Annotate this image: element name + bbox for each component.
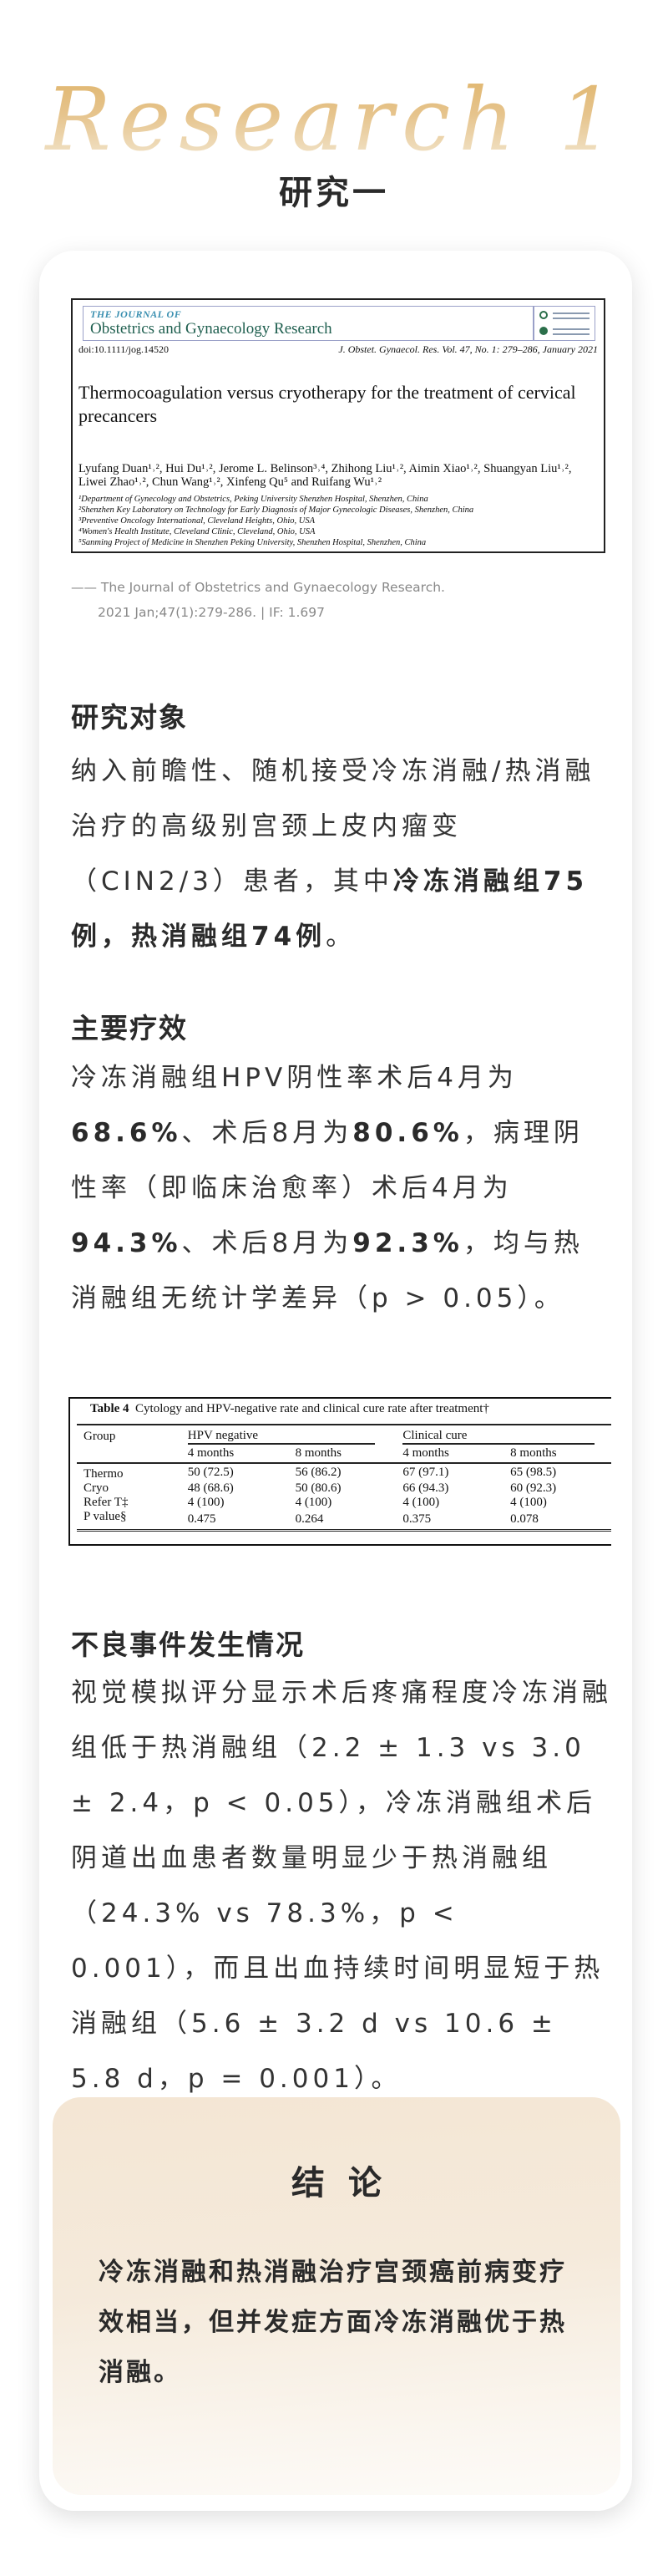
results-table-image: Table 4 Cytology and HPV-negative rate a… — [68, 1397, 611, 1546]
section-body-efficacy: 冷冻消融组HPV阴性率术后4月为68.6%、术后8月为80.6%，病理阴性率（即… — [71, 1050, 612, 1326]
table-row: Cryo 48 (68.6) 50 (80.6) 66 (94.3) 60 (92.3) — [84, 1481, 557, 1495]
table-header: HPV negative — [181, 1425, 397, 1445]
paper-caption: —— The Journal of Obstetrics and Gynaeco… — [71, 575, 445, 625]
paper-header-image: THE JOURNAL OF Obstetrics and Gynaecolog… — [71, 298, 605, 553]
table-subheader: 4 months — [187, 1446, 235, 1460]
table-row: Refer T‡ 4 (100) 4 (100) 4 (100) 4 (100) — [84, 1496, 547, 1509]
paper-title: Thermocoagulation versus cryotherapy for… — [78, 382, 576, 426]
affiliation: ¹Department of Gynecology and Obstetrics… — [78, 495, 428, 504]
table-header: Group — [84, 1430, 116, 1443]
table-subheader: 8 months — [510, 1446, 557, 1460]
table-subheader: 8 months — [295, 1446, 342, 1460]
journal-of-label: THE JOURNAL OF — [90, 308, 182, 320]
table-caption: Table 4 Cytology and HPV-negative rate a… — [90, 1402, 489, 1416]
highlighted-text: 94.3% — [71, 1228, 182, 1258]
journal-name: Obstetrics and Gynaecology Research — [90, 320, 332, 338]
body-text: 、术后8月为 — [181, 1228, 353, 1258]
body-text: ，病理阴性率（即临床治愈率）术后4月为 — [71, 1118, 584, 1203]
caption-journal: —— The Journal of Obstetrics and Gynaeco… — [71, 580, 445, 595]
script-title: Research 1 — [0, 74, 668, 165]
section-heading-efficacy: 主要疗效 — [71, 1012, 188, 1044]
table-caption-text: Cytology and HPV-negative rate and clini… — [135, 1402, 489, 1415]
table-row: P value§ 0.475 0.264 0.375 0.078 — [77, 1510, 611, 1531]
table-header: Clinical cure — [396, 1425, 611, 1445]
caption-reference: 2021 Jan;47(1):279-286. | IF: 1.697 — [98, 605, 325, 620]
highlighted-text: 92.3% — [352, 1228, 463, 1258]
conclusion-text: 冷冻消融和热消融治疗宫颈癌前病变疗效相当，但并发症方面冷冻消融优于热消融。 — [99, 2258, 567, 2387]
table-subheader: 4 months — [402, 1446, 449, 1460]
section-heading-adverse-events: 不良事件发生情况 — [71, 1628, 305, 1661]
conclusion-title: 结论 — [291, 2163, 405, 2203]
paper-affiliations: ¹Department of Gynecology and Obstetrics… — [78, 494, 600, 548]
page-title: 研究一 — [279, 173, 389, 212]
body-text: 、术后8月为 — [181, 1118, 353, 1148]
affiliation: ⁵Sanming Project of Medicine in Shenzhen… — [78, 538, 427, 547]
society-logo-icon — [539, 311, 548, 319]
highlighted-text: 冷冻消融组75例，热消融组74例 — [71, 866, 589, 952]
body-text: 纳入前瞻性、随机接受冷冻消融/热消融治疗的高级别宫颈上皮内瘤变（CIN2/3）患… — [71, 756, 595, 897]
highlighted-text: 68.6% — [71, 1118, 182, 1148]
table-label: Table 4 — [90, 1402, 129, 1415]
paper-citation: J. Obstet. Gynaecol. Res. Vol. 47, No. 1… — [338, 343, 598, 355]
body-text: 冷冻消融组HPV阴性率术后4月为 — [71, 1063, 518, 1093]
affiliation: ²Shenzhen Key Laboratory on Technology f… — [78, 506, 474, 515]
section-heading-subjects: 研究对象 — [71, 701, 188, 734]
section-body-subjects: 纳入前瞻性、随机接受冷冻消融/热消融治疗的高级别宫颈上皮内瘤变（CIN2/3）患… — [71, 744, 612, 964]
body-text: 。 — [326, 922, 357, 952]
results-table: Group HPV negative Clinical cure 4 month… — [77, 1424, 611, 1532]
body-text: 视觉模拟评分显示术后疼痛程度冷冻消融组低于热消融组（2.2 ± 1.3 vs 3… — [71, 1678, 612, 2094]
table-row: Thermo 50 (72.5) 56 (86.2) 67 (97.1) 65 (98.… — [84, 1466, 557, 1481]
paper-doi: doi:10.1111/jog.14520 — [78, 343, 169, 355]
affiliation: ⁴Women's Health Institute, Cleveland Cli… — [78, 527, 316, 536]
section-body-adverse-events: 视觉模拟评分显示术后疼痛程度冷冻消融组低于热消融组（2.2 ± 1.3 vs 3… — [71, 1665, 612, 2106]
society-logos — [533, 307, 595, 340]
affiliation: ³Preventive Oncology International, Clev… — [78, 516, 315, 526]
society-logo-icon — [539, 327, 548, 335]
journal-banner: THE JOURNAL OF Obstetrics and Gynaecolog… — [83, 306, 595, 341]
paper-authors: Lyufang Duan¹˒², Hui Du¹˒², Jerome L. Be… — [78, 462, 572, 489]
body-text: ，均与热消融组无统计学差异（p > 0.05）。 — [71, 1228, 584, 1313]
highlighted-text: 80.6% — [352, 1118, 463, 1148]
conclusion-box: 结论 冷冻消融和热消融治疗宫颈癌前病变疗效相当，但并发症方面冷冻消融优于热消融。 — [53, 2097, 620, 2495]
